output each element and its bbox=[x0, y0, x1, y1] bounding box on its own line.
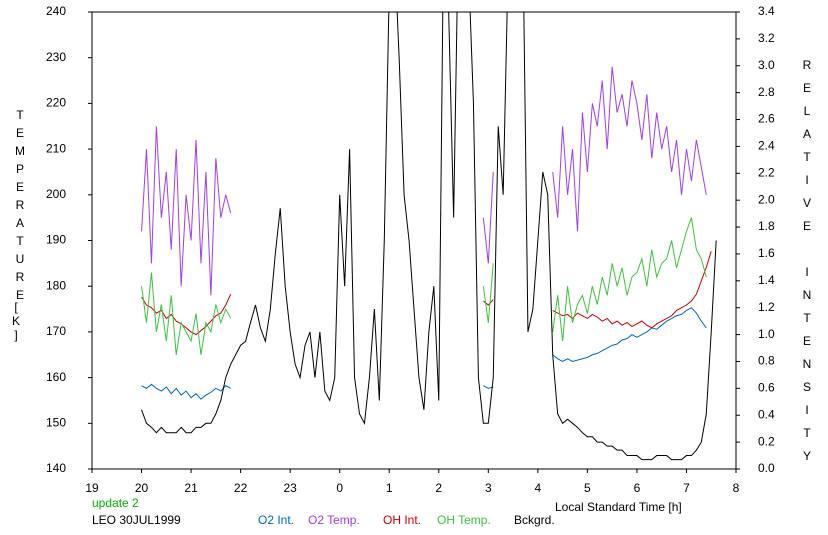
x-tick-label: 6 bbox=[634, 481, 641, 495]
x-tick-label: 21 bbox=[184, 481, 198, 495]
x-tick-label: 5 bbox=[584, 481, 591, 495]
plot-area bbox=[141, 12, 717, 461]
y2-tick-label: 2.0 bbox=[758, 192, 775, 206]
series-line bbox=[141, 217, 707, 355]
y2-tick-label: 1.0 bbox=[758, 327, 775, 341]
y2-tick-label: 3.2 bbox=[758, 31, 775, 45]
y2-tick-label: 1.6 bbox=[758, 246, 775, 260]
x-tick-label: 0 bbox=[336, 481, 343, 495]
y2-tick-label: 2.2 bbox=[758, 165, 775, 179]
y2-tick-label: 0.4 bbox=[758, 407, 775, 421]
x-tick-label: 2 bbox=[435, 481, 442, 495]
y-tick-label: 140 bbox=[46, 461, 66, 475]
y2-tick-label: 0.6 bbox=[758, 381, 775, 395]
x-tick-label: 4 bbox=[535, 481, 542, 495]
y2-tick-label: 0.8 bbox=[758, 354, 775, 368]
y-tick-label: 180 bbox=[46, 278, 66, 292]
y2-tick-label: 1.4 bbox=[758, 273, 775, 287]
y2-tick-label: 1.2 bbox=[758, 300, 775, 314]
y2-axis-label: RELATIVE INTENSITY bbox=[800, 58, 814, 472]
x-tick-label: 8 bbox=[733, 481, 740, 495]
series-line bbox=[141, 307, 707, 400]
series-line bbox=[141, 251, 712, 336]
legend-entry: Bckgrd. bbox=[514, 513, 555, 527]
x-tick-label: 7 bbox=[683, 481, 690, 495]
x-tick-label: 22 bbox=[234, 481, 248, 495]
x-tick-label: 3 bbox=[485, 481, 492, 495]
y-tick-label: 210 bbox=[46, 141, 66, 155]
y2-tick-label: 3.0 bbox=[758, 58, 775, 72]
y-tick-label: 170 bbox=[46, 324, 66, 338]
series-line bbox=[141, 66, 707, 296]
y2-tick-label: 0.2 bbox=[758, 434, 775, 448]
y-tick-label: 220 bbox=[46, 96, 66, 110]
y2-tick-label: 2.6 bbox=[758, 112, 775, 126]
y-axis-label: TEMPERATURE bbox=[13, 108, 27, 306]
legend-entry: OH Int. bbox=[383, 513, 421, 527]
y-tick-label: 230 bbox=[46, 50, 66, 64]
y-axis-unit: [K] bbox=[9, 300, 23, 342]
legend-entry: OH Temp. bbox=[437, 513, 491, 527]
annotation: LEO 30JUL1999 bbox=[92, 513, 181, 527]
x-tick-label: 23 bbox=[283, 481, 297, 495]
y2-tick-label: 3.4 bbox=[758, 4, 775, 18]
y2-tick-label: 2.8 bbox=[758, 85, 775, 99]
x-tick-label: 20 bbox=[135, 481, 149, 495]
legend-entry: O2 Temp. bbox=[308, 513, 360, 527]
y2-tick-label: 2.4 bbox=[758, 139, 775, 153]
y2-tick-label: 1.8 bbox=[758, 219, 775, 233]
y-tick-label: 240 bbox=[46, 4, 66, 18]
series-line bbox=[141, 12, 717, 461]
y-tick-label: 150 bbox=[46, 415, 66, 429]
y-tick-label: 190 bbox=[46, 233, 66, 247]
x-tick-label: 1 bbox=[386, 481, 393, 495]
annotation: update 2 bbox=[92, 496, 139, 510]
y2-tick-label: 0.0 bbox=[758, 461, 775, 475]
y-tick-label: 200 bbox=[46, 187, 66, 201]
legend-entry: O2 Int. bbox=[258, 513, 294, 527]
y-tick-label: 160 bbox=[46, 370, 66, 384]
x-axis-label: Local Standard Time [h] bbox=[555, 500, 682, 514]
x-tick-label: 19 bbox=[85, 481, 99, 495]
